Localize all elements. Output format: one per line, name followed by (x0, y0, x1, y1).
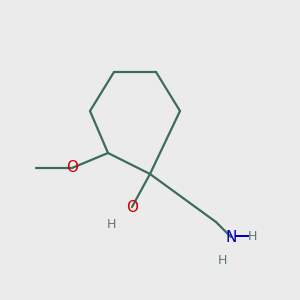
Text: H: H (217, 254, 227, 268)
Text: H: H (247, 230, 257, 244)
Text: O: O (126, 200, 138, 214)
Text: N: N (225, 230, 237, 244)
Text: O: O (66, 160, 78, 175)
Text: H: H (106, 218, 116, 232)
